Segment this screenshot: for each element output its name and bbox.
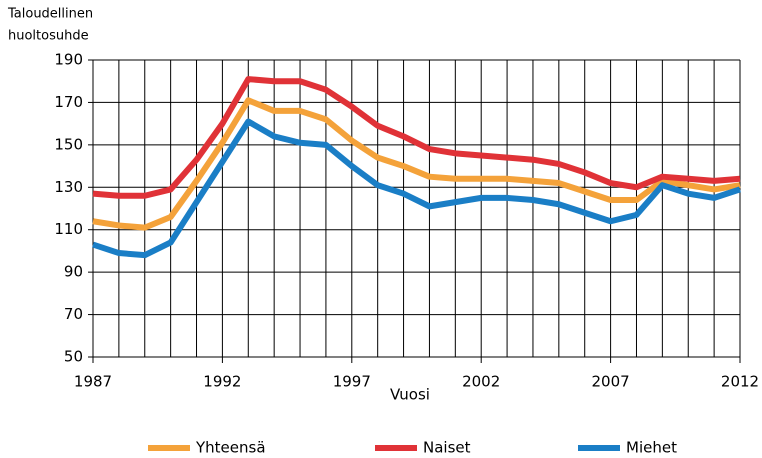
line-series [92, 97, 741, 231]
y-axis-title: huoltosuhde [8, 29, 89, 44]
y-tick-label: 50 [64, 348, 83, 366]
x-tick-label: 1992 [203, 373, 241, 391]
legend-label: Yhteensä [195, 439, 266, 457]
x-axis-title: Vuosi [390, 386, 430, 404]
y-tick-label: 110 [54, 220, 83, 238]
x-tick-label: 2002 [462, 373, 500, 391]
x-tick-label: 2007 [592, 373, 630, 391]
x-tick-label: 2012 [721, 373, 759, 391]
legend-label: Miehet [626, 439, 677, 457]
legend-label: Naiset [423, 439, 471, 457]
y-tick-label: 90 [64, 263, 83, 281]
y-tick-label: 150 [54, 135, 83, 153]
y-tick-label: 170 [54, 93, 83, 111]
y-tick-label: 190 [54, 51, 83, 69]
line-series [92, 118, 741, 259]
x-tick-label: 1987 [74, 373, 112, 391]
y-tick-label: 130 [54, 178, 83, 196]
y-axis-title: Taloudellinen [7, 7, 93, 22]
y-tick-label: 70 [64, 305, 83, 323]
x-tick-label: 1997 [333, 373, 371, 391]
line-series [92, 76, 741, 199]
